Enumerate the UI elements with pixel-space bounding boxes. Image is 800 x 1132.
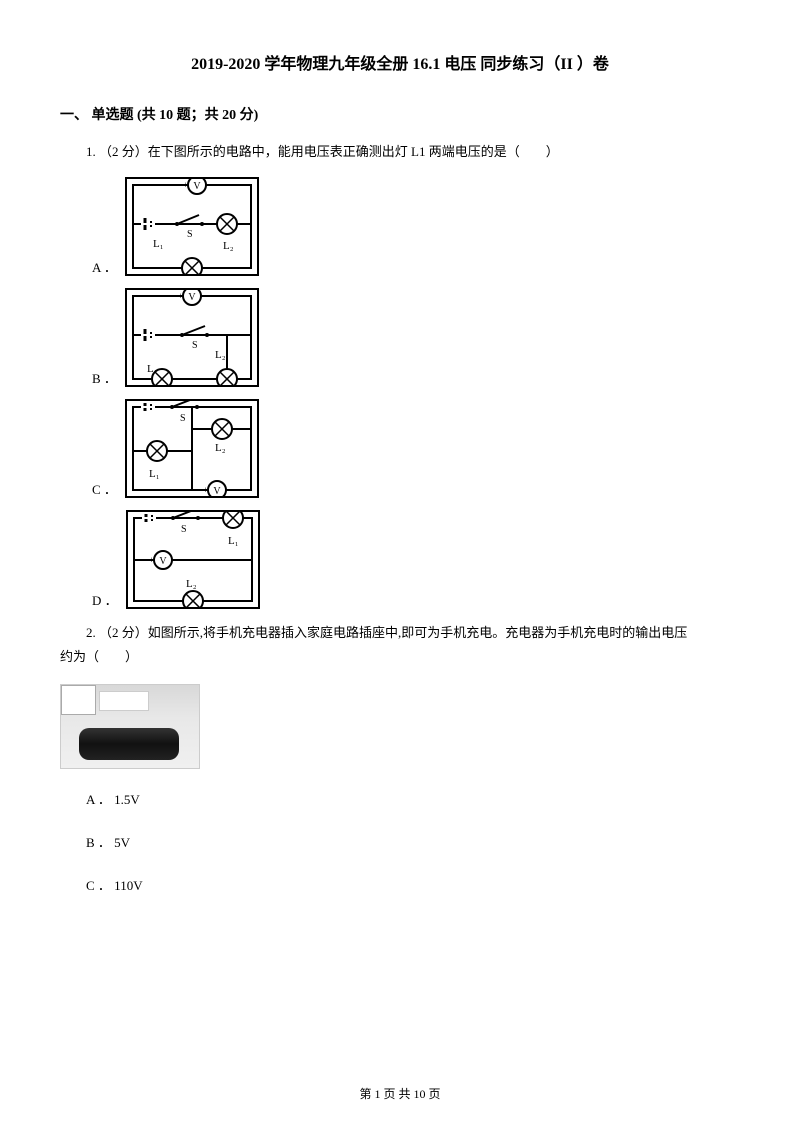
section-header: 一、 单选题 (共 10 题；共 20 分) (60, 104, 740, 124)
circuit-diagram-a: V + − S L₂ L₁ (125, 177, 259, 276)
svg-text:L₁: L₁ (228, 535, 239, 547)
svg-text:−: − (207, 179, 213, 191)
question-1-text: 1. （2 分）在下图所示的电路中，能用电压表正确测出灯 L1 两端电压的是（ … (60, 142, 740, 163)
option-label-b: B ． (92, 368, 117, 387)
svg-text:+: + (183, 180, 188, 190)
svg-text:V: V (193, 181, 201, 192)
circuit-diagram-d: S L₁ V + − L₂ (126, 510, 260, 609)
svg-text:L₁: L₁ (149, 468, 160, 480)
svg-text:S: S (192, 340, 198, 351)
svg-text:L₂: L₂ (223, 240, 234, 252)
q1-option-b: B ． V + − S L₁ L₂ (92, 288, 740, 387)
q1-option-d: D ． S L₁ V + − L₂ (92, 510, 740, 609)
q2-option-b: B ． 5V (86, 832, 740, 851)
svg-text:−: − (227, 484, 233, 496)
svg-text:+: + (149, 555, 154, 565)
q2-option-c: C ． 110V (86, 875, 740, 894)
svg-text:L₂: L₂ (215, 349, 226, 361)
svg-text:+: + (178, 291, 183, 301)
svg-text:+: + (203, 485, 208, 495)
option-label-c: C ． (92, 479, 117, 498)
phone-device (79, 728, 179, 760)
q2-line2: 约为（ ） (60, 645, 740, 670)
page-title: 2019-2020 学年物理九年级全册 16.1 电压 同步练习（II ）卷 (60, 50, 740, 74)
phone-charger-image (60, 684, 200, 769)
svg-text:L₂: L₂ (186, 578, 197, 590)
svg-text:V: V (159, 556, 167, 567)
question-2-text: 2. （2 分）如图所示,将手机充电器插入家庭电路插座中,即可为手机充电。充电器… (60, 621, 740, 670)
socket-strip (99, 691, 149, 711)
option-label-a: A ． (92, 257, 117, 276)
charger-block (61, 685, 96, 715)
svg-text:S: S (180, 413, 186, 424)
circuit-diagram-b: V + − S L₁ L₂ (125, 288, 259, 387)
svg-text:V: V (188, 292, 196, 303)
q2-line1: 2. （2 分）如图所示,将手机充电器插入家庭电路插座中,即可为手机充电。充电器… (60, 621, 740, 646)
circuit-diagram-c: S L₂ L₁ V + − (125, 399, 259, 498)
q1-option-c: C ． S L₂ L₁ V + − (92, 399, 740, 498)
page-footer: 第 1 页 共 10 页 (0, 1085, 800, 1102)
option-label-d: D ． (92, 590, 118, 609)
q1-option-a: A ． V + − S L₂ L₁ (92, 177, 740, 276)
svg-text:L₁: L₁ (153, 238, 164, 250)
svg-text:L₂: L₂ (215, 442, 226, 454)
svg-text:−: − (173, 554, 179, 566)
q2-option-a: A ． 1.5V (86, 789, 740, 808)
svg-text:−: − (202, 290, 208, 302)
svg-text:V: V (213, 486, 221, 496)
svg-text:S: S (181, 524, 187, 535)
svg-text:S: S (187, 229, 193, 240)
